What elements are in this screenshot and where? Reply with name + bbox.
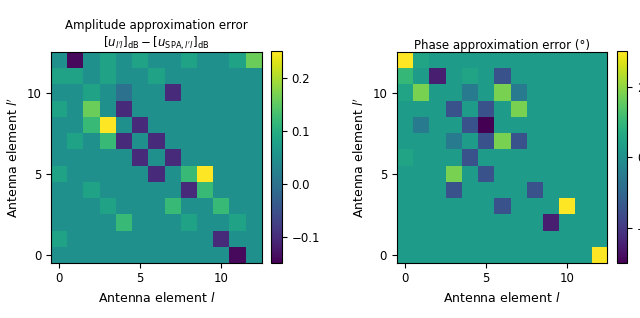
Title: Amplitude approximation error
$[u_{l'l}]_{\mathrm{dB}} - [u_{\mathrm{SPA},l'l}]_: Amplitude approximation error $[u_{l'l}]… xyxy=(65,19,248,52)
Y-axis label: Antenna element $l'$: Antenna element $l'$ xyxy=(352,97,367,218)
X-axis label: Antenna element $l$: Antenna element $l$ xyxy=(98,291,215,305)
Title: Phase approximation error (°): Phase approximation error (°) xyxy=(414,39,590,52)
Y-axis label: Antenna element $l'$: Antenna element $l'$ xyxy=(6,97,21,218)
X-axis label: Antenna element $l$: Antenna element $l$ xyxy=(444,291,561,305)
